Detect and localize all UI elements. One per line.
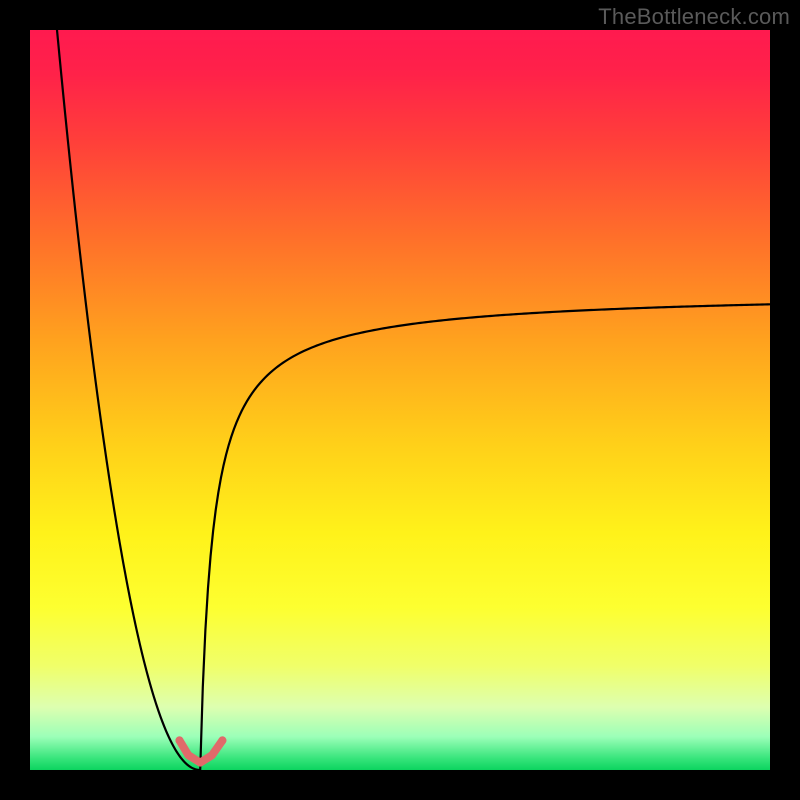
bottleneck-chart	[30, 30, 770, 770]
chart-background	[30, 30, 770, 770]
watermark-text: TheBottleneck.com	[598, 4, 790, 30]
